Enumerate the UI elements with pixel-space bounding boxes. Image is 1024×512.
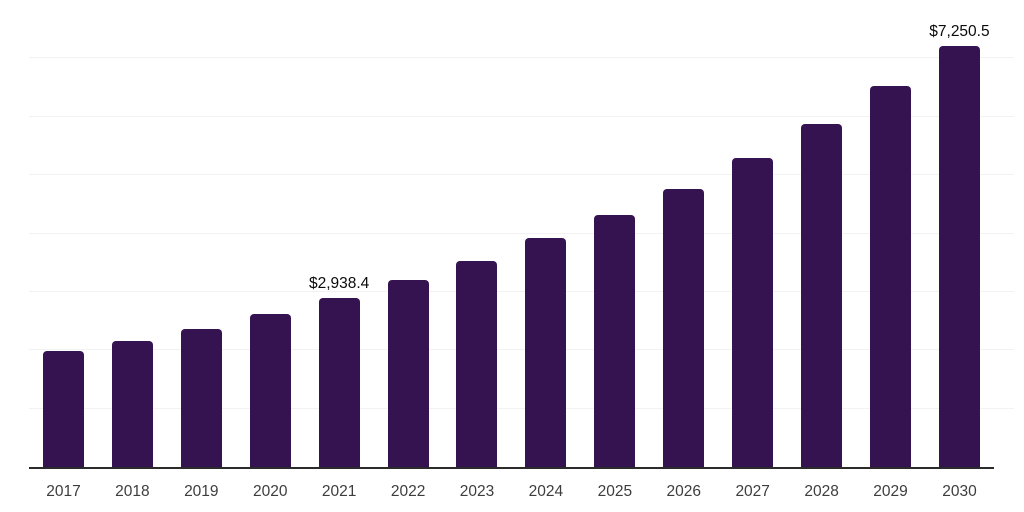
x-tick-label: 2025 — [597, 483, 633, 500]
bar — [732, 158, 774, 469]
gridline — [29, 407, 1014, 409]
x-tick-label: 2021 — [321, 483, 357, 500]
bar-data-label: $2,938.4 — [308, 274, 370, 292]
plot-area: $2,938.4 $7,250.5 — [29, 0, 994, 469]
bar-slot — [580, 214, 649, 469]
gridline — [29, 290, 1014, 292]
bar-slot — [649, 188, 718, 469]
x-tick-label: 2020 — [252, 483, 288, 500]
gridlines — [29, 0, 1014, 469]
bar-slot — [167, 328, 236, 469]
x-tick-label: 2018 — [115, 483, 150, 500]
bar — [525, 238, 567, 469]
bar-slot — [856, 86, 925, 469]
bar — [663, 188, 705, 469]
bar — [870, 86, 912, 469]
bar-slot — [29, 351, 98, 469]
x-tick-label: 2024 — [528, 483, 564, 500]
x-tick-label: 2030 — [942, 483, 977, 500]
x-tick-label: 2017 — [46, 483, 81, 500]
bar — [249, 314, 291, 469]
bar — [42, 351, 84, 469]
bar-slot — [511, 238, 580, 469]
bar-slot — [718, 158, 787, 469]
bar-slot: $2,938.4 — [305, 274, 374, 469]
bar — [456, 260, 498, 469]
bar-slot — [236, 314, 305, 469]
gridline — [29, 115, 1014, 117]
x-tick-label: 2022 — [390, 483, 426, 500]
x-tick-label: 2029 — [873, 483, 908, 500]
bar-slot — [443, 260, 512, 469]
bar — [318, 297, 360, 469]
x-tick-label: 2027 — [735, 483, 770, 500]
x-tick-label: 2028 — [804, 483, 839, 500]
gridline — [29, 174, 1014, 176]
bar — [387, 279, 429, 469]
bar — [111, 340, 153, 469]
bar-data-label: $7,250.5 — [929, 22, 990, 40]
bar — [801, 124, 843, 469]
bar-slot — [98, 340, 167, 469]
gridline — [29, 349, 1014, 351]
bar-slot: $7,250.5 — [925, 23, 994, 469]
bar-slot — [374, 279, 443, 469]
bar — [180, 328, 222, 469]
x-tick-label: 2026 — [666, 483, 701, 500]
x-axis-labels: 2017 2018 2019 2020 2021 2022 2023 2024 2025 2026… — [29, 482, 994, 501]
x-tick-label: 2023 — [459, 483, 495, 500]
gridline — [29, 232, 1014, 234]
bar — [938, 45, 980, 469]
x-tick-label: 2019 — [184, 483, 219, 500]
gridline — [29, 57, 1014, 59]
x-axis-line — [29, 467, 994, 469]
bar-slot — [787, 124, 856, 469]
bar — [594, 214, 636, 469]
